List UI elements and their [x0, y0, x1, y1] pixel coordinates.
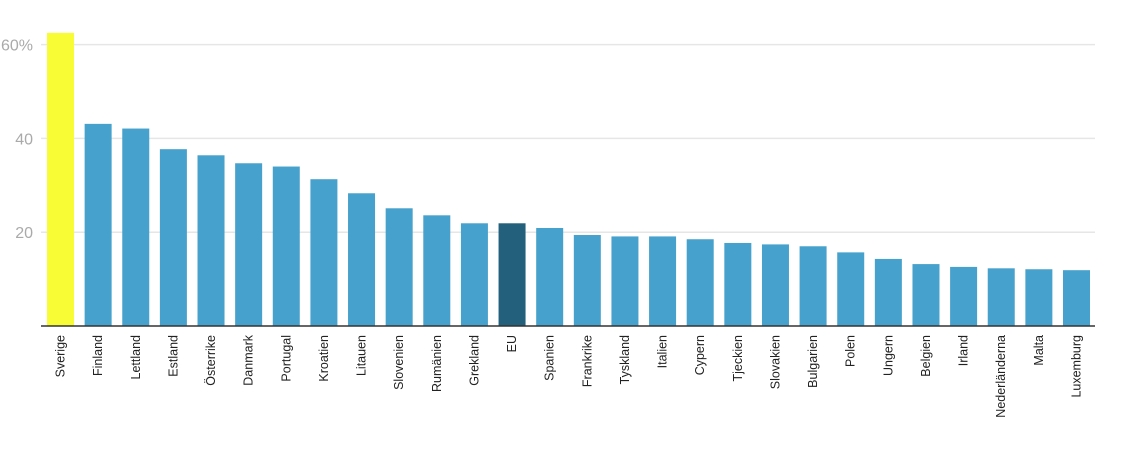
x-tick-label: Rumänien: [430, 335, 444, 392]
x-tick-label: Belgien: [919, 335, 933, 377]
bar-frankrike: [573, 235, 601, 326]
x-tick-label: Malta: [1032, 335, 1046, 366]
x-tick-label: Polen: [844, 335, 858, 367]
bar-cypern: [686, 239, 714, 326]
x-tick-label: Cypern: [693, 335, 707, 375]
bar-litauen: [348, 193, 376, 326]
x-tick-label: Danmark: [242, 334, 256, 385]
x-tick-label: Spanien: [543, 335, 557, 381]
bar-ungern: [874, 258, 902, 326]
y-tick-label: 40: [15, 131, 33, 148]
x-tick-label: Grekland: [467, 335, 481, 386]
bar-italien: [649, 236, 677, 326]
bar-estland: [159, 149, 187, 326]
x-tick-label: Finland: [91, 335, 105, 376]
x-tick-label: Kroatien: [317, 335, 331, 382]
x-tick-label: Tjeckien: [731, 335, 745, 382]
bar-kroatien: [310, 179, 338, 326]
bar-tjeckien: [724, 242, 752, 326]
bar-malta: [1025, 269, 1053, 326]
bar-spanien: [536, 227, 564, 326]
x-tick-label: Litauen: [355, 335, 369, 376]
x-tick-label: Luxemburg: [1070, 335, 1084, 398]
bar-portugal: [272, 166, 300, 326]
y-tick-label: 20: [15, 225, 33, 242]
x-tick-label: Slovenien: [392, 335, 406, 390]
x-tick-label: Estland: [166, 335, 180, 377]
bar-slovakien: [761, 244, 789, 326]
x-tick-label: Frankrike: [580, 335, 594, 387]
x-tick-label: Slovakien: [768, 335, 782, 389]
y-tick-label: 60%: [1, 38, 33, 55]
x-tick-label: Irland: [957, 335, 971, 366]
bar-slovenien: [385, 208, 413, 326]
bar-irland: [950, 266, 978, 326]
bar-eu: [498, 223, 526, 326]
x-tick-label: Tyskland: [618, 335, 632, 384]
bar-finland: [84, 123, 112, 327]
x-tick-label: Österrike: [204, 335, 218, 386]
x-tick-label: Nederländerna: [994, 335, 1008, 418]
bar-danmark: [235, 163, 263, 326]
x-tick-label: EU: [505, 335, 519, 352]
bar-bulgarien: [799, 246, 827, 326]
bar-luxemburg: [1063, 270, 1090, 326]
bar-lettland: [122, 128, 150, 326]
bar-grekland: [460, 223, 488, 326]
x-tick-label: Portugal: [279, 335, 293, 382]
x-tick-label: Ungern: [881, 335, 895, 376]
bar-belgien: [912, 264, 940, 326]
x-tick-label: Lettland: [129, 335, 143, 380]
bar-nederländerna: [987, 268, 1015, 326]
x-tick-label: Italien: [656, 335, 670, 368]
bar-rumänien: [423, 215, 451, 326]
bar-polen: [837, 252, 865, 326]
x-tick-label: Sverige: [54, 335, 68, 377]
bar-österrike: [197, 155, 225, 326]
bar-tyskland: [611, 236, 639, 326]
x-tick-label: Bulgarien: [806, 335, 820, 388]
bar-sverige: [47, 32, 74, 326]
